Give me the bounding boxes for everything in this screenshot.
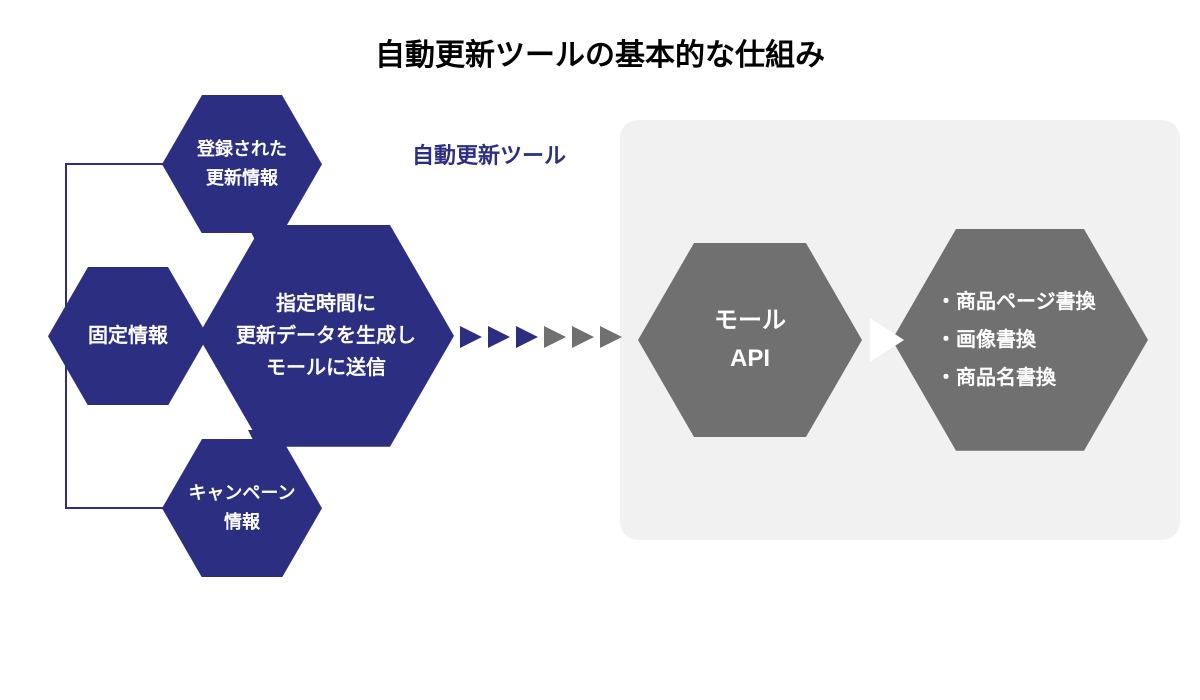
hex-mall-api: モールAPI xyxy=(638,243,862,437)
hex-registered-label: 登録された更新情報 xyxy=(162,95,322,234)
hex-campaign-info: キャンペーン情報 xyxy=(162,439,322,578)
hex-results-list: ・商品ページ書換・画像書換・商品名書換 xyxy=(892,229,1148,451)
hex-core-label: 指定時間に更新データを生成しモールに送信 xyxy=(198,225,454,447)
arrow-from-campaign-icon xyxy=(248,430,266,448)
hex-core-process: 指定時間に更新データを生成しモールに送信 xyxy=(198,225,454,447)
hex-fixed-label: 固定情報 xyxy=(48,267,208,406)
arrow-api-to-results-icon xyxy=(870,318,904,362)
hex-fixed-info: 固定情報 xyxy=(48,267,208,406)
arrow-from-registered-icon xyxy=(248,226,266,244)
hex-campaign-label: キャンペーン情報 xyxy=(162,439,322,578)
hex-api-label: モールAPI xyxy=(638,243,862,437)
arrow-chain-icon xyxy=(460,326,628,354)
hex-registered-info: 登録された更新情報 xyxy=(162,95,322,234)
hex-results: ・商品ページ書換・画像書換・商品名書換 xyxy=(892,229,1148,451)
